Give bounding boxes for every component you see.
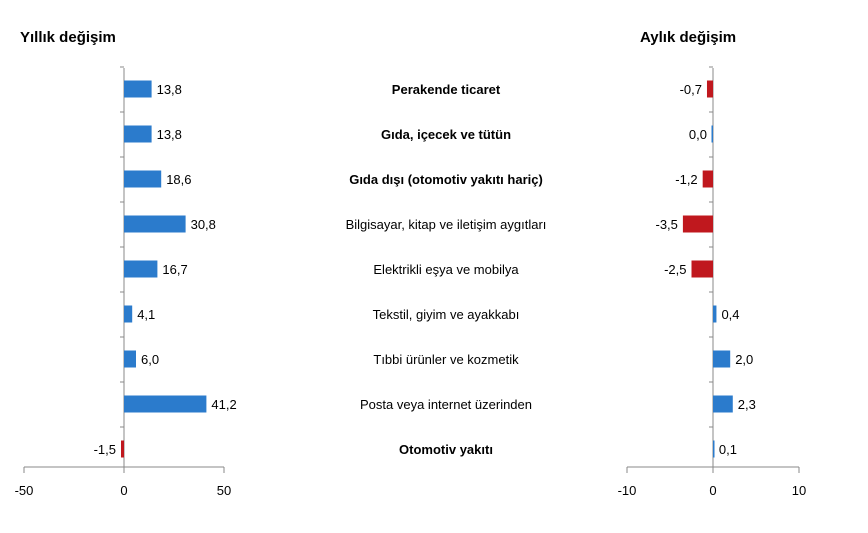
annual-value-label: 4,1 (137, 307, 155, 322)
annual-value-label: 41,2 (211, 397, 236, 412)
monthly-change-panel: -10 0 10 -0,7 0,0 -1,2 -3,5 -2,5 0,4 2,0 2,3 0,1 (618, 66, 806, 498)
annual-bar (124, 80, 152, 98)
category-label: Posta veya internet üzerinden (360, 397, 532, 412)
category-labels: Perakende ticaret Gıda, içecek ve tütün Gı… (346, 82, 547, 457)
category-label: Tekstil, giyim ve ayakkabı (373, 307, 520, 322)
monthly-x-tick-label: 0 (709, 483, 716, 498)
annual-bar (121, 440, 124, 458)
annual-change-panel: -50 0 50 13,8 13,8 18,6 30,8 16,7 4,1 6,0 41,2 -1,5 (15, 66, 237, 498)
monthly-value-label: 0,1 (719, 442, 737, 457)
annual-bar (124, 260, 158, 278)
category-label: Elektrikli eşya ve mobilya (373, 262, 519, 277)
category-label: Gıda dışı (otomotiv yakıtı hariç) (349, 172, 543, 187)
annual-value-label: 16,7 (162, 262, 187, 277)
monthly-value-label: 0,0 (689, 127, 707, 142)
category-label: Otomotiv yakıtı (399, 442, 493, 457)
annual-value-label: 30,8 (191, 217, 216, 232)
annual-bar (124, 125, 152, 143)
annual-x-tick-label: 50 (217, 483, 231, 498)
monthly-bar (702, 170, 713, 188)
monthly-bar (713, 440, 715, 458)
annual-value-label: 13,8 (157, 82, 182, 97)
monthly-bar (711, 125, 713, 143)
annual-value-label: 13,8 (157, 127, 182, 142)
annual-value-label: 18,6 (166, 172, 191, 187)
monthly-change-title: Aylık değişim (640, 29, 736, 46)
annual-x-tick-label: 0 (120, 483, 127, 498)
annual-bar (124, 215, 186, 233)
annual-bar (124, 395, 207, 413)
category-label: Perakende ticaret (392, 82, 501, 97)
monthly-value-label: 2,0 (735, 352, 753, 367)
annual-value-label: 6,0 (141, 352, 159, 367)
annual-change-title: Yıllık değişim (20, 29, 116, 46)
monthly-bar (713, 305, 717, 323)
monthly-bar (691, 260, 713, 278)
annual-bar (124, 350, 136, 368)
monthly-bar (713, 350, 731, 368)
annual-value-label: -1,5 (94, 442, 116, 457)
annual-bar (124, 170, 162, 188)
monthly-x-tick-label: -10 (618, 483, 637, 498)
annual-x-tick-label: -50 (15, 483, 34, 498)
category-label: Gıda, içecek ve tütün (381, 127, 511, 142)
annual-bar (124, 305, 133, 323)
monthly-bar (706, 80, 713, 98)
category-label: Tıbbi ürünler ve kozmetik (373, 352, 519, 367)
monthly-value-label: 2,3 (738, 397, 756, 412)
monthly-value-label: -1,2 (675, 172, 697, 187)
monthly-value-label: 0,4 (721, 307, 739, 322)
monthly-bar (713, 395, 733, 413)
monthly-x-tick-label: 10 (792, 483, 806, 498)
monthly-value-label: -2,5 (664, 262, 686, 277)
category-label: Bilgisayar, kitap ve iletişim aygıtları (346, 217, 547, 232)
monthly-value-label: -3,5 (655, 217, 677, 232)
monthly-value-label: -0,7 (680, 82, 702, 97)
monthly-bar (682, 215, 713, 233)
